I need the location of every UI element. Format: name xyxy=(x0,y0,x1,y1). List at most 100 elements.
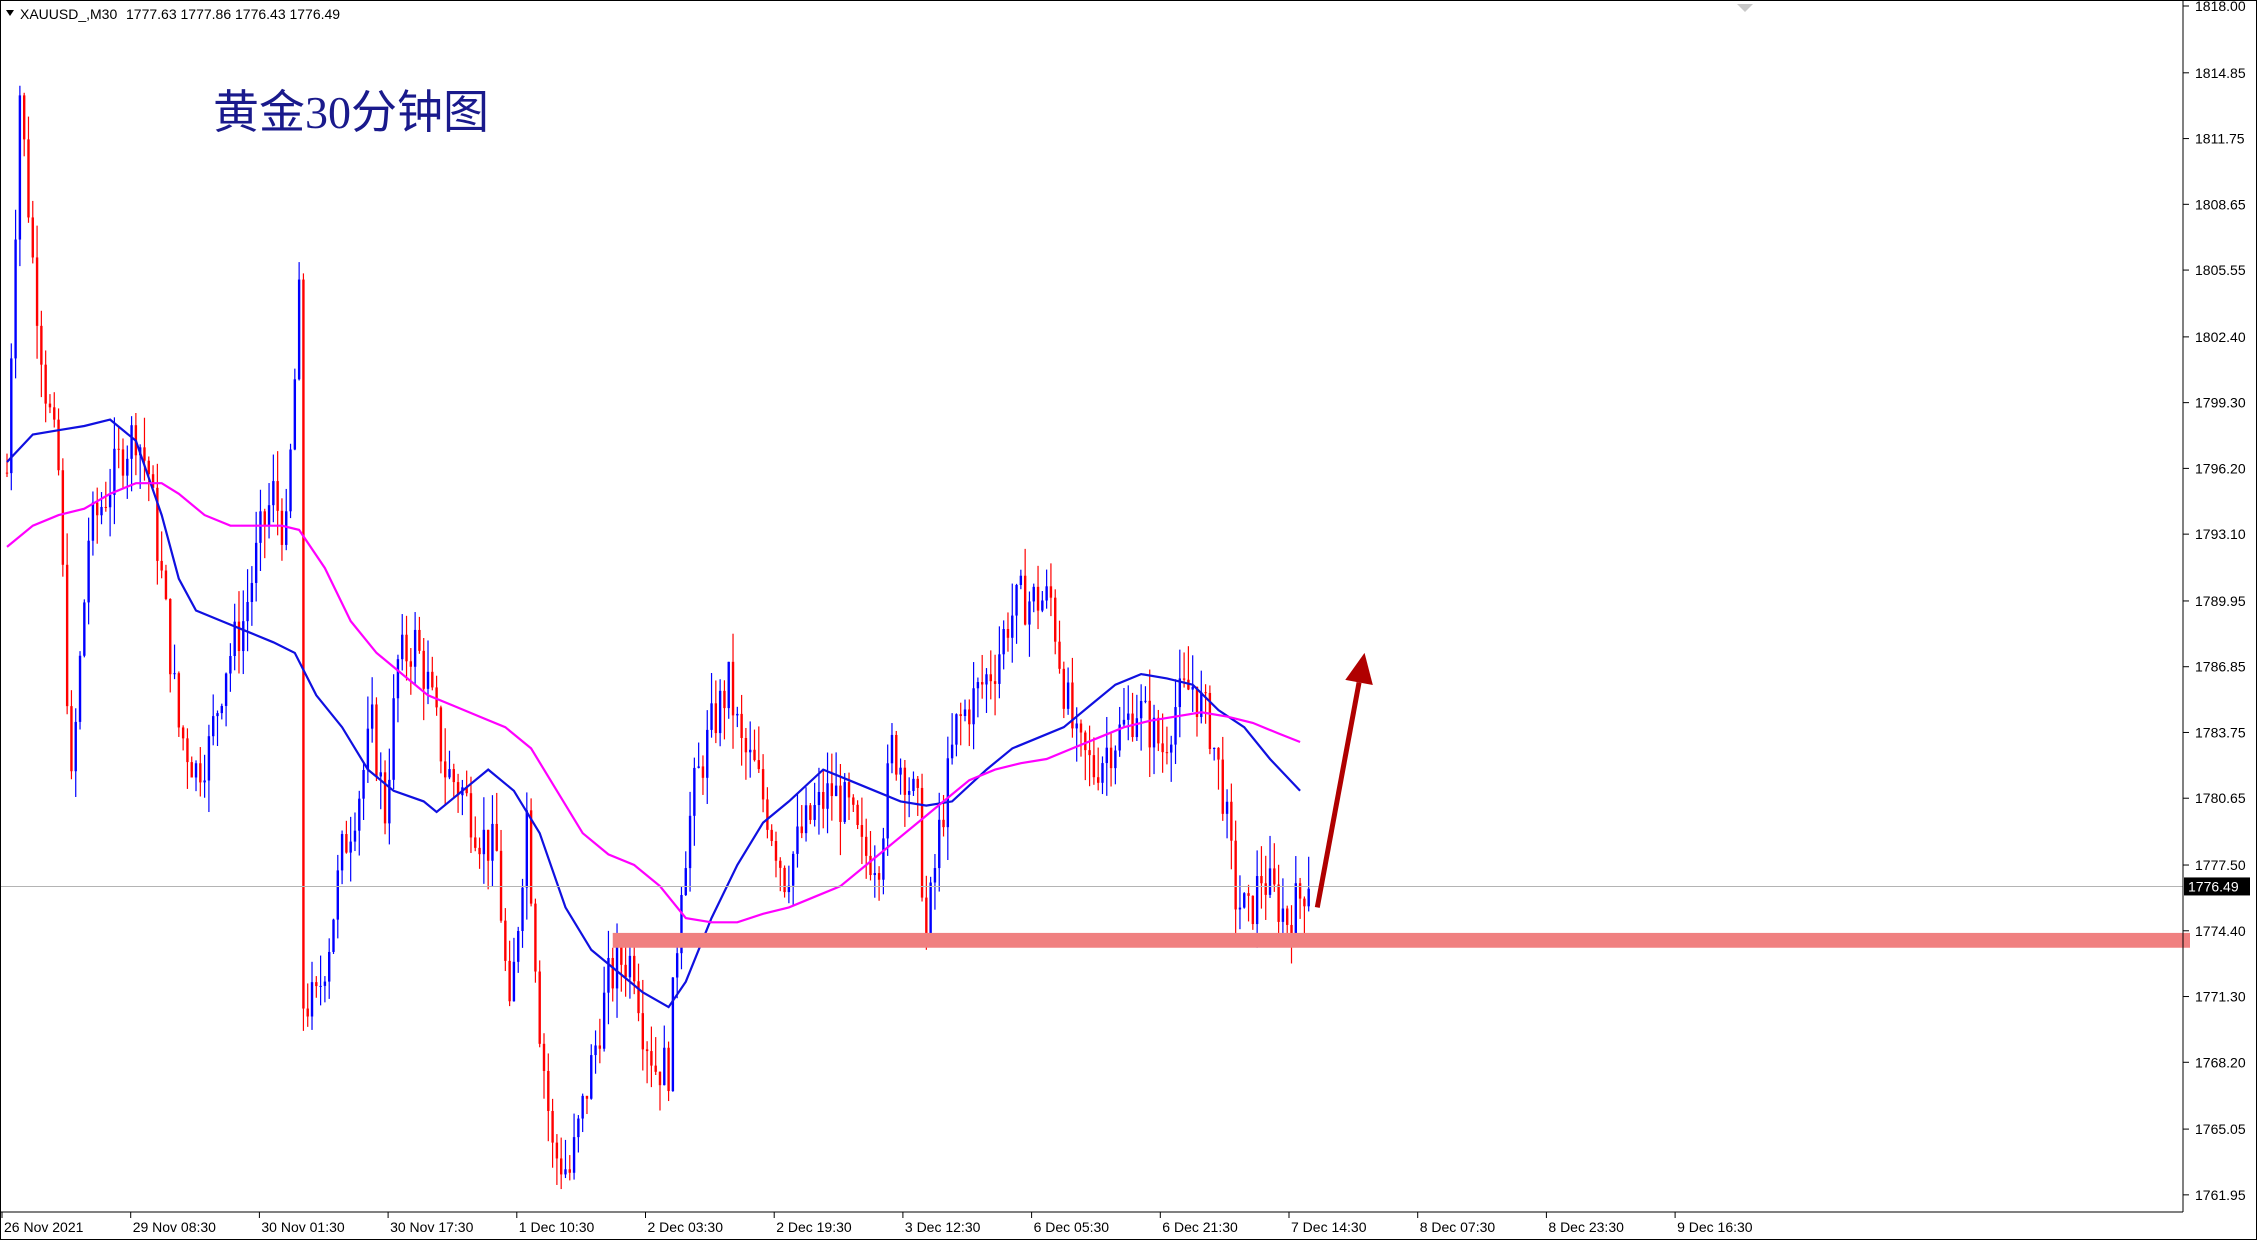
candle-body xyxy=(285,511,288,545)
candle-body xyxy=(942,819,945,828)
shift-marker-icon[interactable] xyxy=(1737,4,1753,12)
candle xyxy=(1243,892,1246,909)
candle-body xyxy=(645,1049,649,1052)
candle xyxy=(315,976,318,998)
candle-body xyxy=(35,257,39,326)
candle xyxy=(229,643,232,692)
candle xyxy=(401,614,404,671)
candle-body xyxy=(1127,713,1130,720)
candle-body xyxy=(667,1047,670,1092)
candle-body xyxy=(117,448,120,450)
candle-body xyxy=(590,1055,593,1099)
candle xyxy=(723,680,726,740)
candle-body xyxy=(547,1070,550,1111)
candle xyxy=(860,797,864,865)
candle xyxy=(955,713,958,757)
candle-body xyxy=(512,961,516,1002)
candle-body xyxy=(1114,750,1117,769)
candle xyxy=(160,531,163,579)
candle-body xyxy=(1023,575,1027,625)
candle xyxy=(297,262,301,381)
candle xyxy=(1019,569,1023,590)
candle xyxy=(534,898,537,983)
candle xyxy=(362,762,365,820)
candle-body xyxy=(968,709,971,725)
candle-body xyxy=(1234,840,1237,910)
candle-body xyxy=(353,830,357,842)
candle xyxy=(585,1095,589,1115)
candle-body xyxy=(336,870,339,920)
candle xyxy=(1049,563,1053,617)
candle xyxy=(18,85,22,267)
candle xyxy=(418,616,421,654)
y-tick-label: 1768.20 xyxy=(2195,1054,2246,1070)
candle xyxy=(1032,583,1035,613)
candle-body xyxy=(615,946,619,989)
candle-body xyxy=(564,1169,567,1175)
symbol-label: XAUUSD_,M30 xyxy=(20,6,117,22)
candle-body xyxy=(1195,686,1199,718)
candle xyxy=(491,795,494,887)
y-tick-label: 1783.75 xyxy=(2195,724,2246,740)
candle xyxy=(749,721,752,778)
candle-body xyxy=(886,763,889,839)
candle xyxy=(435,675,438,716)
candle xyxy=(671,977,675,1092)
candle xyxy=(766,787,769,839)
candle xyxy=(224,672,228,727)
candle-body xyxy=(989,674,992,682)
candle-body xyxy=(1152,717,1156,748)
candle xyxy=(388,748,391,845)
candle xyxy=(581,1093,584,1133)
collapse-triangle-icon[interactable] xyxy=(6,10,14,16)
candle-body xyxy=(976,682,980,689)
candle-body xyxy=(474,837,477,848)
candle-body xyxy=(585,1095,589,1099)
candle-body xyxy=(559,1158,563,1175)
candle-body xyxy=(529,810,533,904)
candle xyxy=(839,764,842,856)
x-tick-label: 29 Nov 08:30 xyxy=(133,1219,216,1235)
candle xyxy=(650,1026,653,1088)
candle-body xyxy=(654,1065,657,1072)
candle-body xyxy=(108,494,112,508)
current-price-label: 1776.49 xyxy=(2188,878,2239,894)
candle-body xyxy=(1032,586,1035,602)
candle-body xyxy=(817,792,821,806)
candle xyxy=(151,465,155,489)
y-tick-label: 1780.65 xyxy=(2195,790,2246,806)
candle-body xyxy=(856,804,859,826)
candle xyxy=(194,760,198,792)
candle-body xyxy=(1255,876,1259,925)
candle xyxy=(1096,747,1100,791)
x-tick-label: 9 Dec 16:30 xyxy=(1677,1219,1753,1235)
candle-body xyxy=(525,810,529,888)
candle-body xyxy=(388,779,391,824)
candle xyxy=(1200,670,1203,724)
candle xyxy=(791,851,795,907)
candle-body xyxy=(199,763,202,783)
candle-body xyxy=(383,772,387,824)
candle-body xyxy=(620,946,623,965)
candle xyxy=(1036,565,1040,630)
candle-body xyxy=(688,815,692,869)
candle-body xyxy=(787,885,791,893)
candle xyxy=(637,963,640,1022)
candle xyxy=(731,633,735,749)
candle xyxy=(439,705,443,774)
candle-body xyxy=(847,782,851,798)
candle xyxy=(998,626,1001,699)
candle-body xyxy=(44,364,47,404)
candle-body xyxy=(822,792,825,809)
candle xyxy=(959,702,962,746)
candle xyxy=(1062,661,1066,719)
x-tick-label: 7 Dec 14:30 xyxy=(1291,1219,1367,1235)
candle-body xyxy=(1221,759,1224,814)
candle-body xyxy=(1260,876,1263,884)
candle xyxy=(761,754,765,813)
candle-body xyxy=(534,903,537,972)
candle xyxy=(499,829,503,923)
candle-body xyxy=(250,582,254,603)
